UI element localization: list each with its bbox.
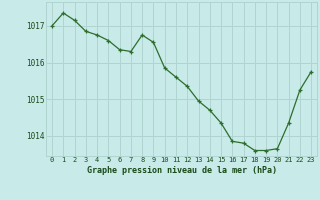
X-axis label: Graphe pression niveau de la mer (hPa): Graphe pression niveau de la mer (hPa) [87,166,276,175]
